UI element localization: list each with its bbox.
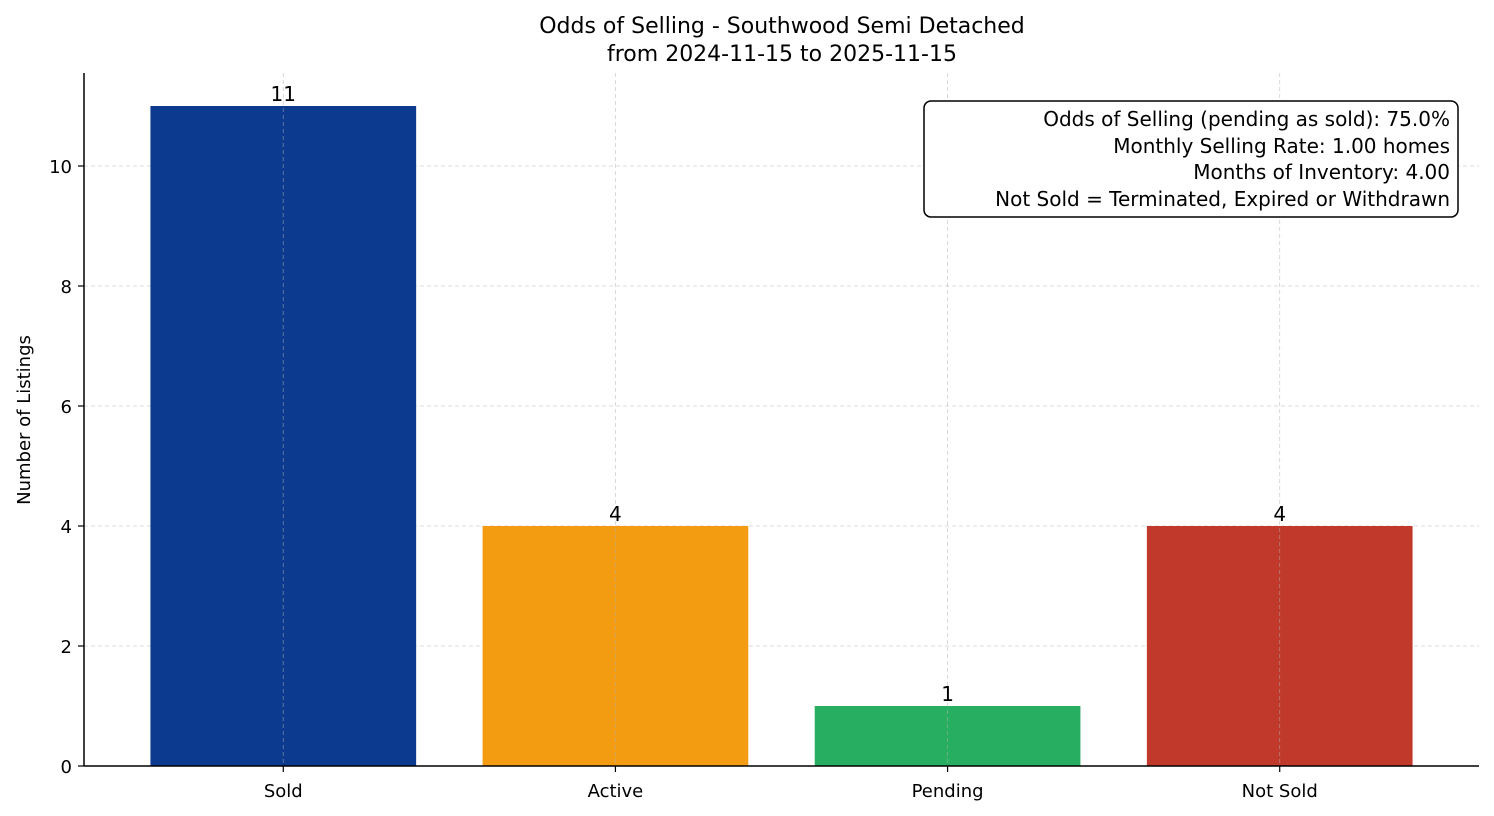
x-tick-label: Active <box>588 781 644 802</box>
x-tick-label: Sold <box>264 781 303 802</box>
bar-value-label: 1 <box>941 682 954 706</box>
bar-pending <box>814 706 1081 766</box>
y-tick-label: 0 <box>61 757 72 778</box>
annotation-line-rate: Monthly Selling Rate: 1.00 homes <box>1113 134 1450 158</box>
bar-not-sold <box>1146 526 1413 766</box>
x-tick-label: Pending <box>912 781 984 802</box>
annotation-line-odds: Odds of Selling (pending as sold): 75.0% <box>1043 107 1450 131</box>
y-tick-label: 2 <box>61 637 72 658</box>
annotation-line-notsold-def: Not Sold = Terminated, Expired or Withdr… <box>995 187 1450 211</box>
annotation-box-frame <box>923 100 1459 218</box>
x-tick-label: Not Sold <box>1242 781 1318 802</box>
annotation-line-inventory: Months of Inventory: 4.00 <box>1193 160 1450 184</box>
y-tick-layer: 0 2 4 6 8 10 <box>49 157 84 778</box>
y-tick-label: 10 <box>49 157 72 178</box>
y-tick-label: 8 <box>61 277 72 298</box>
bar-sold <box>150 106 417 766</box>
bar-active <box>482 526 749 766</box>
y-axis-label: Number of Listings <box>14 335 35 505</box>
x-tick-layer: Sold Active Pending Not Sold <box>264 766 1318 802</box>
chart-title-line1: Odds of Selling - Southwood Semi Detache… <box>539 14 1025 39</box>
y-tick-label: 4 <box>61 517 72 538</box>
data-label-layer: 11 4 1 4 <box>271 82 1287 706</box>
bar-value-label: 4 <box>1273 502 1286 526</box>
annotation-box: Odds of Selling (pending as sold): 75.0%… <box>923 100 1459 218</box>
y-tick-label: 6 <box>61 397 72 418</box>
bar-value-label: 11 <box>271 82 296 106</box>
bar-value-label: 4 <box>609 502 622 526</box>
bar-layer <box>150 73 1413 766</box>
chart-title-line2: from 2024-11-15 to 2025-11-15 <box>607 42 957 67</box>
